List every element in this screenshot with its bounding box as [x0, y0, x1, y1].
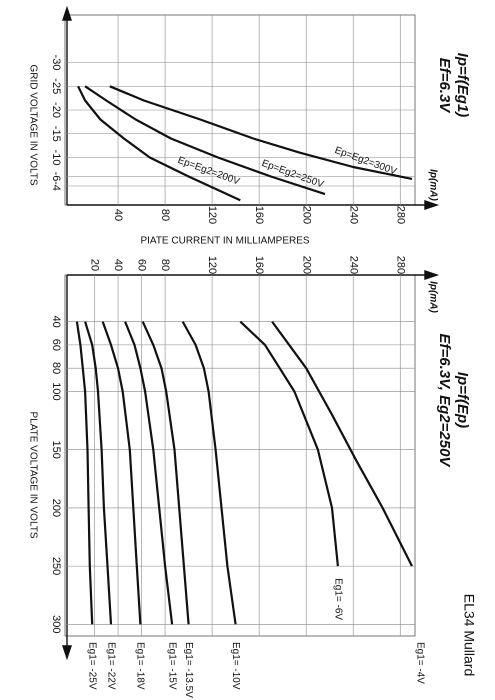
chart-subtitle: Ef=6.3V, Eg2=250V — [436, 334, 453, 469]
y-tick-label: 20 — [89, 259, 101, 271]
curve — [84, 321, 113, 625]
y-tick-label: 240 — [347, 206, 359, 224]
x-tick-label: -25 — [50, 78, 62, 94]
chart-title: Ip=f(Ep) — [454, 372, 471, 428]
y-tick-label: 280 — [394, 206, 406, 224]
series-label: Eg1= -13.5V — [183, 642, 194, 698]
x-tick-label: 80 — [50, 362, 62, 374]
series-label: Eg1= -25V — [87, 642, 98, 690]
unit-label: Ip(mA) — [427, 281, 438, 313]
arrow — [62, 5, 72, 21]
curve — [101, 321, 142, 625]
y-tick-label: 40 — [112, 259, 124, 271]
series-label: Eg1= -18V — [135, 642, 146, 690]
axes — [62, 5, 440, 661]
curve — [124, 321, 174, 625]
x-tick-label: 200 — [50, 499, 62, 517]
y-tick-label: 240 — [347, 256, 359, 274]
series-label: Eg1= -22V — [105, 642, 116, 690]
curve — [84, 85, 326, 196]
axis-title: GRID VOLTAGE IN VOLTS — [27, 64, 38, 185]
y-tick-label: 120 — [206, 256, 218, 274]
series-label: Eg1= -15V — [166, 642, 177, 690]
x-tick-label: -20 — [50, 102, 62, 118]
y-tick-label: 280 — [394, 256, 406, 274]
y-tick-label: 200 — [300, 256, 312, 274]
x-tick-label: 300 — [50, 615, 62, 633]
x-tick-label: 40 — [50, 315, 62, 327]
x-tick-label: -6 — [50, 172, 62, 182]
y-tick-label: 200 — [300, 206, 312, 224]
curve — [271, 320, 413, 567]
series-label: Eg1= -6V — [332, 578, 343, 620]
series-label: Eg1= -4V — [414, 642, 425, 684]
unit-label: Ip(mA) — [427, 169, 438, 201]
y-tick-label: 80 — [159, 259, 171, 271]
arrow — [62, 645, 72, 661]
x-tick-label: 250 — [50, 557, 62, 575]
curve — [181, 321, 237, 625]
arrow — [424, 270, 440, 280]
y-tick-label: 160 — [253, 256, 265, 274]
x-tick-label: -15 — [50, 126, 62, 142]
curve — [109, 85, 413, 180]
y-tick-label: 160 — [253, 206, 265, 224]
curve — [239, 320, 339, 567]
chart-subtitle: Ef=6.3V — [436, 58, 453, 115]
series-label: Eg1= -10V — [230, 642, 241, 690]
y-tick-label: 40 — [112, 209, 124, 221]
x-tick-label: -4 — [50, 181, 62, 191]
arrow — [424, 200, 440, 210]
chart-title: Ip=f(Eg1) — [454, 53, 471, 118]
sheet-title: EL34 Mullard — [461, 594, 477, 677]
y-tick-label: 120 — [206, 206, 218, 224]
x-tick-label: 150 — [50, 440, 62, 458]
y-tick-label: 60 — [136, 259, 148, 271]
curve — [77, 85, 241, 202]
x-tick-label: 100 — [50, 382, 62, 400]
curve — [141, 321, 190, 625]
x-tick-label: -30 — [50, 55, 62, 71]
axis-title: PLATE VOLTAGE IN VOLTS — [27, 411, 38, 538]
x-tick-label: -10 — [50, 150, 62, 166]
axis-title: PIATE CURRENT IN MILLIAMPERES — [140, 236, 309, 247]
y-tick-label: 80 — [159, 209, 171, 221]
x-tick-label: 60 — [50, 339, 62, 351]
curve — [75, 321, 94, 625]
